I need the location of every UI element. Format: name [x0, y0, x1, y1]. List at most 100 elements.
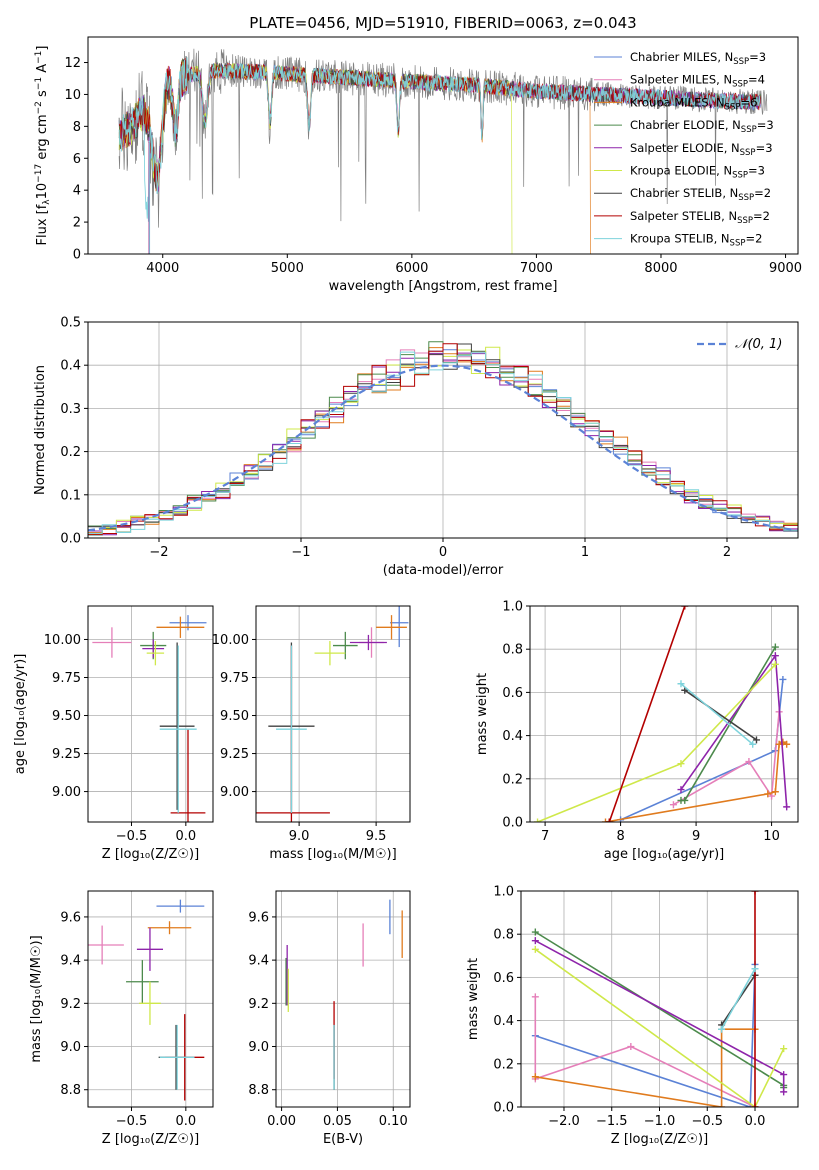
y-tick-label: 9.00 [220, 785, 249, 800]
weight-marker [605, 818, 613, 822]
y-tick-label: 0.2 [502, 772, 523, 787]
x-tick-label: 4000 [146, 261, 179, 276]
x-tick-label: 7000 [520, 261, 553, 276]
age-vs-metallicity-panel: −0.5 0.0 9.00 9.25 9.50 9.75 10.00 Z [log₁₀(Z/Z… [13, 605, 214, 862]
legend-entry-count: =3 [749, 50, 766, 64]
x-tick-label: 9000 [769, 261, 802, 276]
y-tick-label: 0.1 [60, 488, 81, 503]
legend-entry: Chabrier ELODIE, NSSP=3 [630, 118, 774, 135]
weight-series-4 [677, 652, 791, 811]
y-tick-label: 9.6 [248, 910, 269, 925]
legend-entry-subscript: SSP [740, 148, 756, 158]
y-tick-label: 0.3 [60, 402, 81, 417]
y-axis-label: Flux [fλ10−17 erg cm−2 s−1 A−1] [34, 46, 52, 246]
y-axis-label-part: 10 [35, 183, 50, 200]
legend-entry: Kroupa MILES, NSSP=6 [630, 95, 757, 112]
weight-line [680, 653, 788, 807]
y-axis-label-part: Flux [f [35, 204, 50, 245]
errorbar-point-0 [169, 615, 207, 631]
weight-series-5 [534, 660, 779, 822]
errorbar-points [92, 615, 207, 822]
y-axis-label-part: −17 [34, 164, 44, 183]
y-tick-label: 0.4 [60, 359, 81, 374]
weight-marker [771, 643, 779, 651]
weight-marker [601, 818, 609, 822]
weight-series-6 [681, 686, 760, 744]
weight-marker [780, 1088, 788, 1096]
x-tick-label: 0 [439, 545, 447, 560]
y-axis-label: mass weight [475, 673, 490, 755]
weight-marker [669, 801, 677, 809]
y-tick-label: 8 [73, 120, 81, 135]
y-tick-label: 2 [73, 216, 81, 231]
errorbar-point-0 [389, 606, 409, 648]
x-tick-label: 7 [541, 829, 549, 844]
y-tick-label: 0.5 [60, 316, 81, 331]
y-tick-label: 9.0 [60, 1040, 81, 1055]
x-tick-label: 0.0 [175, 1114, 196, 1129]
legend-entry-label: Chabrier MILES, N [630, 50, 733, 64]
y-axis-label-part: A [35, 64, 50, 77]
legend-entry-subscript: SSP [732, 171, 748, 181]
legend-entry-subscript: SSP [725, 102, 741, 112]
weight-marker [531, 945, 539, 953]
weight-line [534, 996, 756, 1107]
x-tick-label: 6000 [395, 261, 428, 276]
y-tick-label: 9.50 [52, 709, 81, 724]
y-tick-label: 9.00 [52, 785, 81, 800]
weight-line [680, 683, 754, 745]
weight-series-2 [601, 738, 791, 822]
y-tick-label: 0.0 [60, 532, 81, 547]
y-tick-label: 9.0 [248, 1040, 269, 1055]
weight-marker [531, 937, 539, 945]
x-tick-label: 9 [692, 829, 700, 844]
legend-entry-subscript: SSP [741, 125, 757, 135]
weight-series-7 [605, 606, 689, 822]
x-tick-label: −2.0 [548, 1114, 580, 1129]
weight-marker [752, 736, 760, 744]
chart-title: PLATE=0456, MJD=51910, FIBERID=0063, z=0… [249, 14, 636, 32]
legend-entry-count: =2 [754, 186, 771, 200]
weight-series-8 [677, 680, 757, 748]
legend-entry-subscript: SSP [732, 80, 748, 90]
x-tick-label: −0.5 [116, 1114, 148, 1129]
errorbar-point-7 [170, 729, 206, 822]
y-tick-label: 0.4 [493, 1014, 514, 1029]
x-tick-label: 9.5 [366, 829, 387, 844]
weight-lines [534, 606, 791, 822]
y-tick-label: 10 [64, 88, 81, 103]
x-tick-label: 0.0 [175, 829, 196, 844]
errorbar-point-8 [276, 645, 307, 813]
legend-entry: Chabrier MILES, NSSP=3 [630, 50, 766, 67]
weight-marker [677, 786, 685, 794]
y-axis-label-part: −2 [34, 101, 44, 114]
y-tick-label: 1.0 [502, 600, 523, 615]
weight-line [720, 968, 756, 1030]
y-tick-label: 9.25 [52, 747, 81, 762]
grid-lines [530, 605, 798, 823]
errorbar-points [256, 606, 409, 822]
y-tick-label: 4 [73, 184, 81, 199]
y-tick-label: 0.2 [60, 445, 81, 460]
x-tick-label: 2 [723, 545, 731, 560]
y-tick-label: 9.6 [60, 910, 81, 925]
x-tick-label: 10 [763, 829, 780, 844]
legend-entry: Kroupa STELIB, NSSP=2 [630, 232, 762, 249]
errorbar-points [285, 899, 403, 1090]
weight-marker [531, 928, 539, 936]
histogram-steps [88, 341, 798, 536]
grid-lines [276, 891, 410, 1107]
errorbar-point-4 [136, 927, 163, 971]
x-tick-label: −1.5 [596, 1114, 628, 1129]
weight-marker [771, 788, 779, 796]
y-tick-label: 0.6 [493, 971, 514, 986]
weight-marker [783, 803, 791, 811]
weight-line [673, 711, 780, 806]
y-tick-label: 9.75 [220, 671, 249, 686]
y-tick-label: 9.75 [52, 671, 81, 686]
x-tick-label: −2 [149, 545, 168, 560]
y-tick-label: 0.4 [502, 729, 523, 744]
errorbar-point-0 [156, 899, 205, 913]
y-tick-label: 0.8 [493, 928, 514, 943]
weight-series-0 [617, 675, 787, 822]
